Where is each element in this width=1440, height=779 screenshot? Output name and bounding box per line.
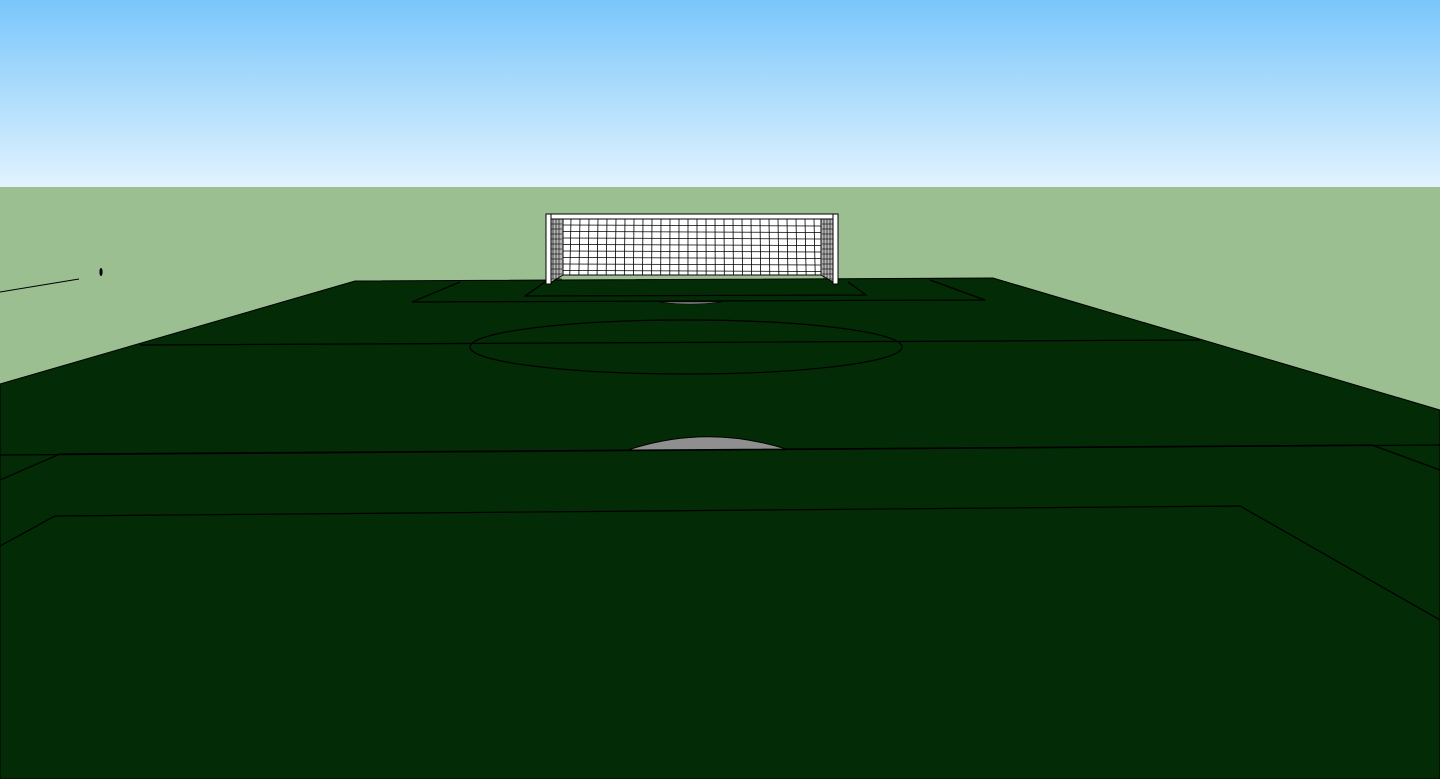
net-strand <box>562 250 822 253</box>
near-penalty-arc <box>627 436 787 451</box>
goal-net-left-side <box>549 215 564 284</box>
far-goal-area-line <box>523 281 868 297</box>
net-strand <box>786 218 789 276</box>
sky <box>0 0 1440 188</box>
center-circle <box>469 319 903 375</box>
net-strand <box>741 218 743 276</box>
net-strand <box>562 244 822 246</box>
net-strand <box>750 218 752 276</box>
far-penalty-area-line <box>411 279 986 303</box>
net-strand <box>562 231 822 233</box>
net-strand <box>562 263 822 266</box>
pitch-surface <box>0 277 1440 779</box>
goal-crossbar <box>545 213 839 220</box>
net-strand <box>605 218 608 276</box>
goal-net-icon[interactable] <box>545 213 839 285</box>
far-penalty-arc <box>658 301 723 305</box>
net-strand <box>795 218 798 276</box>
net-strand <box>562 224 822 227</box>
net-strand <box>614 218 617 276</box>
net-strand <box>596 218 599 276</box>
goal-right-post <box>832 213 839 285</box>
net-strand <box>759 218 762 276</box>
near-goal-area-line <box>0 505 1440 621</box>
net-strand <box>777 218 780 276</box>
goal-left-post <box>545 213 552 285</box>
net-strand <box>813 218 816 276</box>
net-strand <box>562 237 822 240</box>
net-strand <box>587 218 590 276</box>
net-strand <box>633 218 635 276</box>
net-strand <box>569 218 572 276</box>
net-strand <box>804 218 807 276</box>
net-strand <box>623 218 626 276</box>
net-strand <box>562 257 822 259</box>
far-cross-line <box>139 339 1201 346</box>
net-strand <box>562 270 822 272</box>
goal-net-mesh <box>562 218 822 276</box>
net-strand <box>768 218 771 276</box>
net-strand <box>578 218 581 276</box>
ground-marker-icon <box>0 268 103 293</box>
goal-net-back <box>562 218 822 276</box>
